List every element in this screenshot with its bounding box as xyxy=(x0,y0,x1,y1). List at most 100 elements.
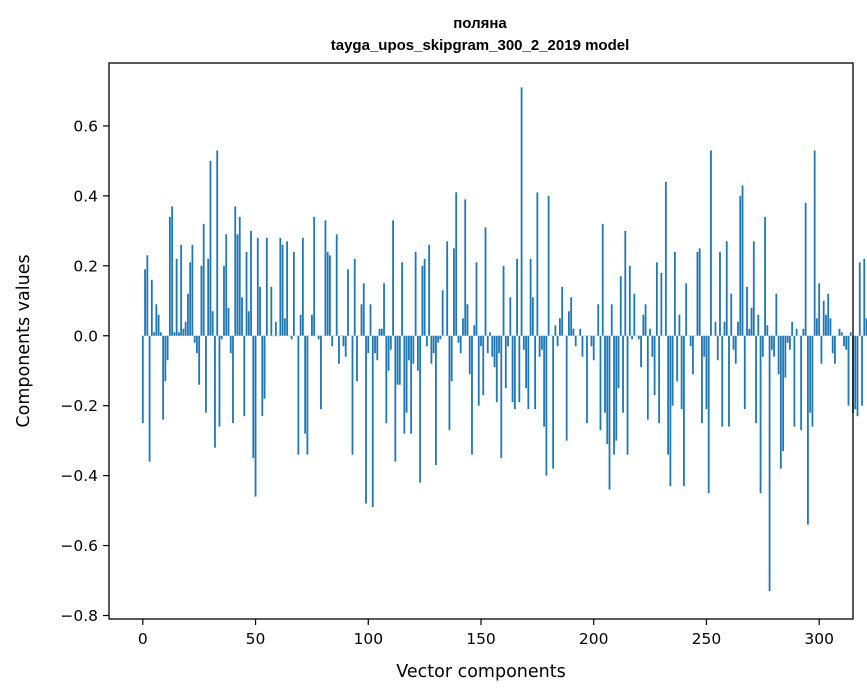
bar xyxy=(856,335,859,417)
bar xyxy=(527,335,530,410)
bar xyxy=(171,206,174,336)
bar xyxy=(802,328,805,336)
y-tick-label: 0.0 xyxy=(73,327,98,345)
x-tick-label: 100 xyxy=(353,630,383,648)
bar xyxy=(725,241,728,336)
bar xyxy=(387,335,390,371)
bar xyxy=(466,304,469,336)
bar xyxy=(214,335,216,448)
bar xyxy=(279,237,282,336)
bar xyxy=(658,335,661,424)
bar xyxy=(631,335,633,340)
bar xyxy=(761,335,764,357)
bar xyxy=(435,335,437,466)
bar xyxy=(601,223,604,336)
bar xyxy=(410,335,413,434)
bar xyxy=(633,293,636,336)
bar xyxy=(191,244,194,336)
bar xyxy=(766,325,769,336)
bar xyxy=(306,335,309,455)
bar xyxy=(457,335,460,343)
bar xyxy=(243,335,246,417)
bar xyxy=(818,283,821,336)
bar xyxy=(671,335,674,406)
bar xyxy=(232,335,234,424)
bar xyxy=(770,335,773,350)
bar xyxy=(615,335,618,441)
bar xyxy=(462,318,464,336)
bar xyxy=(416,335,419,371)
bar xyxy=(610,304,613,336)
bar xyxy=(642,314,645,336)
bar xyxy=(525,335,527,389)
bar xyxy=(809,335,812,413)
bar xyxy=(865,318,867,336)
bar xyxy=(473,325,476,336)
bar xyxy=(225,234,228,336)
y-axis-label: Components values xyxy=(14,254,34,427)
bar xyxy=(389,335,392,350)
bar xyxy=(180,244,183,336)
bar xyxy=(559,318,561,336)
bar xyxy=(746,286,748,336)
y-tick-label: −0.8 xyxy=(60,607,98,625)
bar xyxy=(329,255,331,336)
bar xyxy=(236,234,239,336)
bar xyxy=(543,335,546,427)
bar xyxy=(365,335,367,504)
bar xyxy=(624,230,627,336)
bar xyxy=(520,87,523,336)
bar xyxy=(698,248,701,336)
bar xyxy=(734,335,737,364)
bar xyxy=(669,335,672,487)
bar xyxy=(759,335,762,494)
bar xyxy=(301,237,304,336)
bar xyxy=(565,335,568,441)
bar xyxy=(779,335,782,469)
bar xyxy=(617,335,620,389)
y-tick-label: −0.2 xyxy=(60,397,98,415)
bar xyxy=(177,332,180,336)
bar xyxy=(261,335,264,417)
bar xyxy=(861,335,863,406)
x-axis-label: Vector components xyxy=(396,662,565,682)
bar xyxy=(394,335,397,462)
bar xyxy=(757,314,760,336)
bar xyxy=(816,318,818,336)
bar xyxy=(522,335,525,350)
bar xyxy=(229,335,232,354)
bar xyxy=(547,195,550,336)
bar xyxy=(383,283,385,336)
bar xyxy=(628,265,631,336)
bar xyxy=(764,216,766,336)
bar xyxy=(421,265,424,336)
bar xyxy=(572,328,575,336)
bar xyxy=(795,328,798,336)
bar xyxy=(811,335,814,427)
bar xyxy=(396,335,399,385)
bar xyxy=(849,332,852,336)
bar xyxy=(513,335,516,410)
bar xyxy=(579,328,582,336)
bar xyxy=(696,251,699,336)
bar xyxy=(847,335,850,406)
bar xyxy=(207,258,210,336)
bar xyxy=(313,216,316,336)
bar xyxy=(737,321,739,336)
bar xyxy=(640,335,642,368)
bar xyxy=(484,227,487,336)
bar xyxy=(252,335,255,459)
x-tick-label: 200 xyxy=(579,630,609,648)
bar xyxy=(574,335,577,347)
bar xyxy=(719,251,721,336)
bar xyxy=(234,206,237,336)
bar xyxy=(545,335,548,476)
bar xyxy=(144,269,146,336)
bar xyxy=(800,335,803,431)
bar xyxy=(187,293,189,336)
bar xyxy=(728,335,730,427)
bar xyxy=(223,265,225,336)
bar xyxy=(380,328,383,336)
bar xyxy=(299,314,302,336)
bar xyxy=(619,276,622,336)
